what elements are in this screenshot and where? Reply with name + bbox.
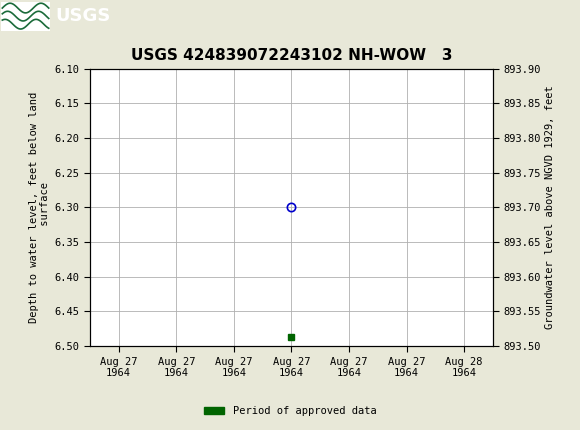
Y-axis label: Depth to water level, feet below land
 surface: Depth to water level, feet below land su…	[29, 92, 50, 323]
Text: USGS: USGS	[55, 7, 110, 25]
Legend: Period of approved data: Period of approved data	[200, 402, 380, 421]
Y-axis label: Groundwater level above NGVD 1929, feet: Groundwater level above NGVD 1929, feet	[545, 86, 555, 329]
Title: USGS 424839072243102 NH-WOW   3: USGS 424839072243102 NH-WOW 3	[130, 49, 452, 64]
Bar	[1, 2, 50, 31]
